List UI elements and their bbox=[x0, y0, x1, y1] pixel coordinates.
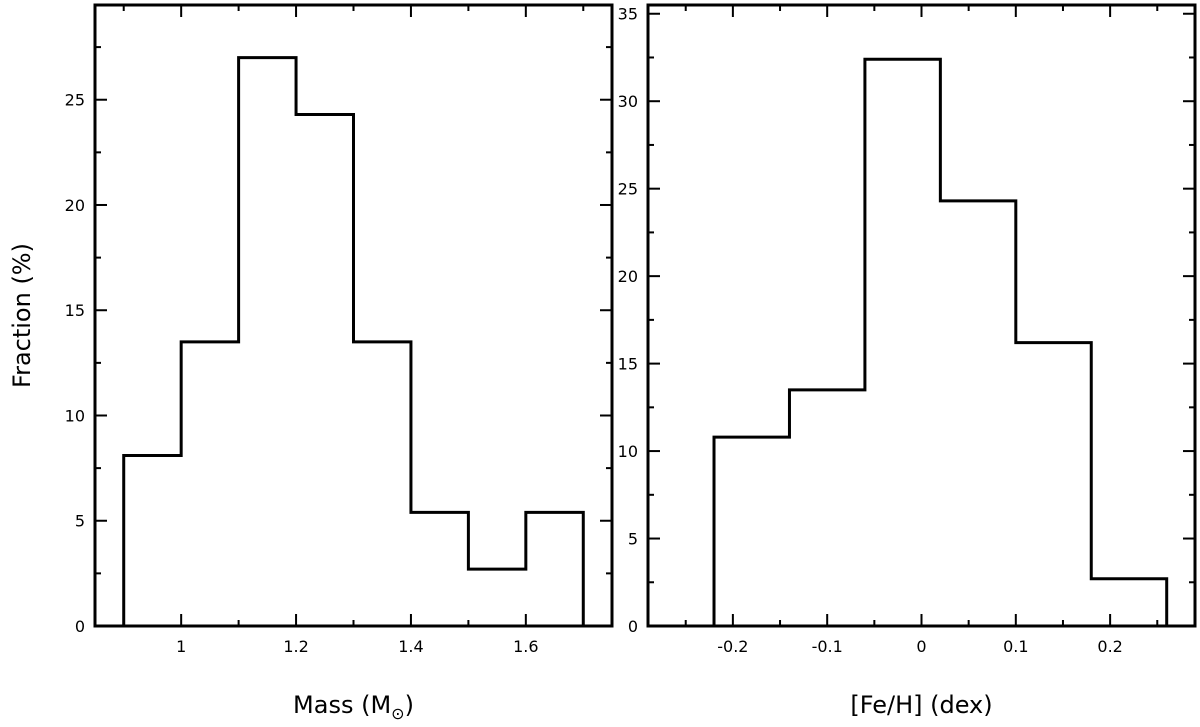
histogram-bar bbox=[1091, 579, 1166, 626]
x-axis-title-text: Mass (M bbox=[293, 691, 391, 719]
x-tick-label: 0 bbox=[916, 637, 926, 656]
y-tick-label: 0 bbox=[628, 617, 638, 636]
x-tick-label: 0.1 bbox=[1003, 637, 1028, 656]
histogram-bar bbox=[865, 59, 940, 626]
x-tick-label: 1.6 bbox=[513, 637, 538, 656]
y-tick-label: 30 bbox=[618, 92, 638, 111]
histogram-bar bbox=[940, 201, 1015, 626]
y-tick-label: 20 bbox=[65, 196, 85, 215]
x-tick-label: 1.4 bbox=[398, 637, 423, 656]
histogram-bar bbox=[468, 569, 525, 626]
y-tick-label: 20 bbox=[618, 267, 638, 286]
x-tick-label: 1 bbox=[176, 637, 186, 656]
metallicity-histogram-panel: -0.2 -0.1 0 0.1 0.2 0 5 10 15 20 25 30 35 [Fe/H] (dex… bbox=[618, 3, 1197, 719]
y-tick-label: 0 bbox=[75, 617, 85, 636]
histogram-bar bbox=[789, 390, 864, 626]
x-tick-label: -0.2 bbox=[717, 637, 748, 656]
histogram-bar bbox=[526, 512, 583, 626]
x-axis-title: [Fe/H] (dex) bbox=[850, 691, 992, 719]
x-tick-label: 0.2 bbox=[1097, 637, 1122, 656]
x-tick-label: -0.1 bbox=[812, 637, 843, 656]
histogram-bar bbox=[124, 455, 181, 626]
histogram-bar bbox=[354, 342, 411, 626]
y-tick-label: 10 bbox=[65, 406, 85, 425]
y-tick-label: 10 bbox=[618, 442, 638, 461]
x-axis-title: Mass (M⊙) bbox=[293, 691, 414, 723]
y-tick-label: 15 bbox=[65, 301, 85, 320]
x-axis-title-text: [Fe/H] (dex) bbox=[850, 691, 992, 719]
histogram-bar bbox=[411, 512, 468, 626]
histogram-outline bbox=[122, 56, 585, 626]
histogram-bar bbox=[181, 342, 238, 626]
mass-histogram-panel: 1 1.2 1.4 1.6 0 5 10 15 20 25 Mass (M⊙) Fraction (%… bbox=[8, 3, 614, 723]
x-tick-label: 1.2 bbox=[283, 637, 308, 656]
sun-symbol: ⊙ bbox=[391, 704, 404, 723]
y-tick-label: 35 bbox=[618, 5, 638, 24]
histogram-bar bbox=[239, 58, 296, 626]
y-tick-label: 5 bbox=[628, 530, 638, 549]
y-tick-label: 25 bbox=[618, 180, 638, 199]
y-tick-label: 25 bbox=[65, 91, 85, 110]
histogram-outline bbox=[712, 57, 1169, 626]
y-tick-label: 5 bbox=[75, 512, 85, 531]
histogram-bar bbox=[1016, 343, 1091, 626]
histogram-bar bbox=[296, 114, 353, 626]
y-axis-title: Fraction (%) bbox=[8, 243, 36, 388]
y-tick-label: 15 bbox=[618, 355, 638, 374]
x-axis-title-close: ) bbox=[405, 691, 414, 719]
histogram-bar bbox=[714, 437, 789, 626]
